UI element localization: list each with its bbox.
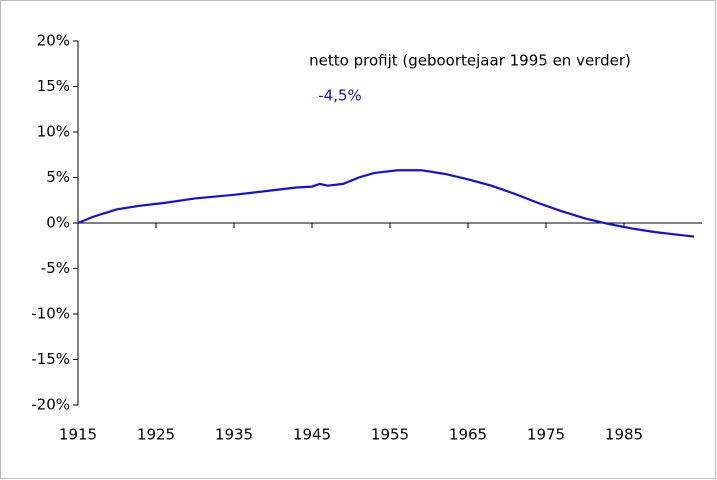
y-tick-label: -10% (31, 305, 70, 323)
x-tick-label: 1965 (449, 426, 487, 444)
y-tick-label: 10% (37, 123, 70, 141)
x-tick-label: 1975 (527, 426, 565, 444)
y-tick-label: -20% (31, 396, 70, 414)
chart-title: netto profijt (geboortejaar 1995 en verd… (309, 52, 631, 70)
x-tick-label: 1945 (293, 426, 331, 444)
y-tick-label: -15% (31, 350, 70, 368)
x-tick-label: 1915 (59, 426, 97, 444)
x-tick-label: 1925 (137, 426, 175, 444)
annotation: -4,5% (318, 87, 362, 105)
x-tick-label: 1985 (605, 426, 643, 444)
y-tick-label: 15% (37, 77, 70, 95)
x-tick-label: 1955 (371, 426, 409, 444)
data-line (77, 169, 695, 238)
y-tick-label: 0% (46, 214, 70, 232)
y-tick-label: 20% (37, 32, 70, 50)
x-tick-label: 1935 (215, 426, 253, 444)
y-tick-label: -5% (41, 259, 70, 277)
y-tick-label: 5% (46, 168, 70, 186)
